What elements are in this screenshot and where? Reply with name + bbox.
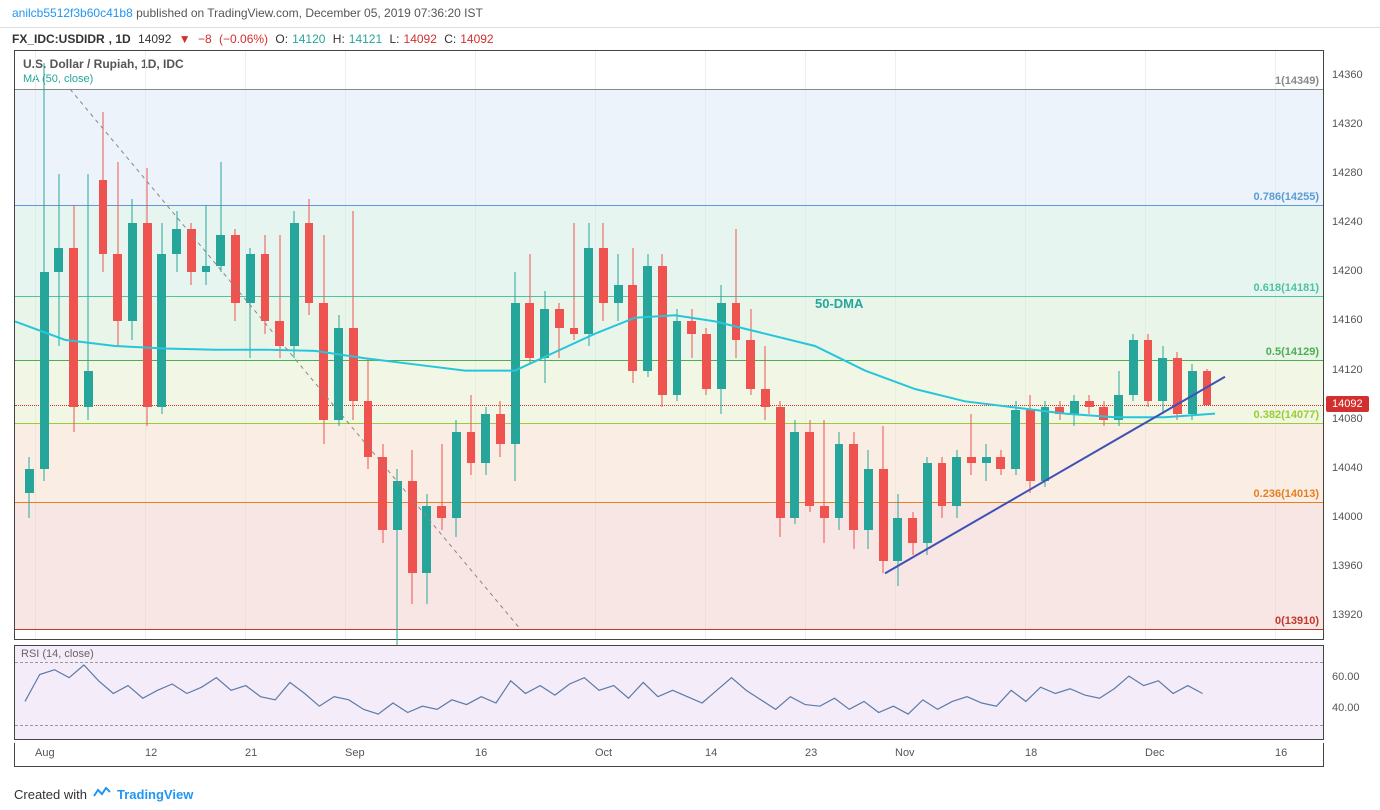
price-tick: 13960 [1332, 560, 1363, 572]
interval[interactable]: 1D [115, 32, 130, 46]
last-price: 14092 [138, 32, 171, 46]
time-tick: 14 [705, 747, 717, 759]
fib-line [15, 629, 1323, 630]
fib-line [15, 296, 1323, 297]
publish-info: published on TradingView.com, December 0… [136, 6, 483, 20]
fib-zone [15, 89, 1323, 205]
time-tick: 16 [475, 747, 487, 759]
c-label: C: [444, 32, 456, 46]
change-value: −8 [198, 32, 212, 46]
price-axis[interactable]: 14360 14320 14280 14240 14200 14160 14120 14080… [1326, 50, 1376, 640]
footer-prefix: Created with [14, 787, 87, 802]
time-tick: Nov [895, 747, 915, 759]
time-tick: Sep [345, 747, 365, 759]
time-tick: 16 [1275, 747, 1287, 759]
main-chart[interactable]: U.S. Dollar / Rupiah, 1D, IDC MA (50, cl… [14, 50, 1324, 640]
price-tick: 14040 [1332, 462, 1363, 474]
rsi-tick: 40.00 [1332, 702, 1360, 714]
price-tick: 14240 [1332, 216, 1363, 228]
footer: Created with TradingView [14, 787, 193, 802]
dma-annotation: 50-DMA [815, 296, 863, 311]
o-val: 14120 [292, 32, 325, 46]
l-val: 14092 [404, 32, 437, 46]
time-tick: Oct [595, 747, 612, 759]
time-tick: 21 [245, 747, 257, 759]
fib-label: 0.5(14129) [1266, 346, 1319, 358]
fib-label: 0(13910) [1275, 615, 1319, 627]
fib-label: 1(14349) [1275, 75, 1319, 87]
time-tick: Dec [1145, 747, 1165, 759]
change-pct: (−0.06%) [219, 32, 268, 46]
username: anilcb5512f3b60c41b8 [12, 6, 133, 20]
fib-zone [15, 423, 1323, 502]
infobar: FX_IDC:USDIDR, 1D 14092 ▼ −8 (−0.06%) O:… [0, 28, 1380, 50]
symbol[interactable]: FX_IDC:USDIDR [12, 32, 105, 46]
price-tick: 13920 [1332, 609, 1363, 621]
price-tick: 14080 [1332, 413, 1363, 425]
rsi-tick: 60.00 [1332, 671, 1360, 683]
change-arrow-icon: ▼ [179, 32, 191, 46]
c-val: 14092 [460, 32, 493, 46]
fib-label: 0.236(14013) [1254, 488, 1319, 500]
fib-line [15, 360, 1323, 361]
price-tick: 14120 [1332, 364, 1363, 376]
tradingview-brand[interactable]: TradingView [117, 787, 193, 802]
topbar: anilcb5512f3b60c41b8 published on Tradin… [0, 0, 1380, 28]
fib-label: 0.618(14181) [1254, 282, 1319, 294]
rsi-line [25, 665, 1203, 714]
o-label: O: [275, 32, 288, 46]
time-tick: 23 [805, 747, 817, 759]
current-price-line [15, 405, 1323, 406]
fib-line [15, 423, 1323, 424]
fib-zone [15, 296, 1323, 360]
price-tick: 14000 [1332, 511, 1363, 523]
fib-line [15, 205, 1323, 206]
fib-zone [15, 360, 1323, 424]
rsi-panel[interactable]: RSI (14, close) [14, 645, 1324, 740]
fib-label: 0.382(14077) [1254, 409, 1319, 421]
fib-zone [15, 205, 1323, 296]
fib-line [15, 89, 1323, 90]
price-tick: 14360 [1332, 69, 1363, 81]
time-tick: Aug [35, 747, 55, 759]
time-tick: 18 [1025, 747, 1037, 759]
price-tick: 14200 [1332, 265, 1363, 277]
fib-zone [15, 502, 1323, 629]
tradingview-icon [93, 787, 111, 802]
price-tick: 14280 [1332, 167, 1363, 179]
ma-legend: MA (50, close) [23, 73, 93, 85]
current-price-badge: 14092 [1326, 396, 1369, 412]
price-tick: 14160 [1332, 314, 1363, 326]
time-axis[interactable]: Aug 12 21 Sep 16 Oct 14 23 Nov 18 Dec 16 [14, 743, 1324, 767]
chart-title: U.S. Dollar / Rupiah, 1D, IDC [23, 57, 184, 71]
time-tick: 12 [145, 747, 157, 759]
price-tick: 14320 [1332, 118, 1363, 130]
h-label: H: [333, 32, 345, 46]
fib-line [15, 502, 1323, 503]
rsi-axis[interactable]: 60.00 40.00 [1326, 645, 1376, 740]
fib-label: 0.786(14255) [1254, 191, 1319, 203]
h-val: 14121 [349, 32, 382, 46]
l-label: L: [390, 32, 400, 46]
